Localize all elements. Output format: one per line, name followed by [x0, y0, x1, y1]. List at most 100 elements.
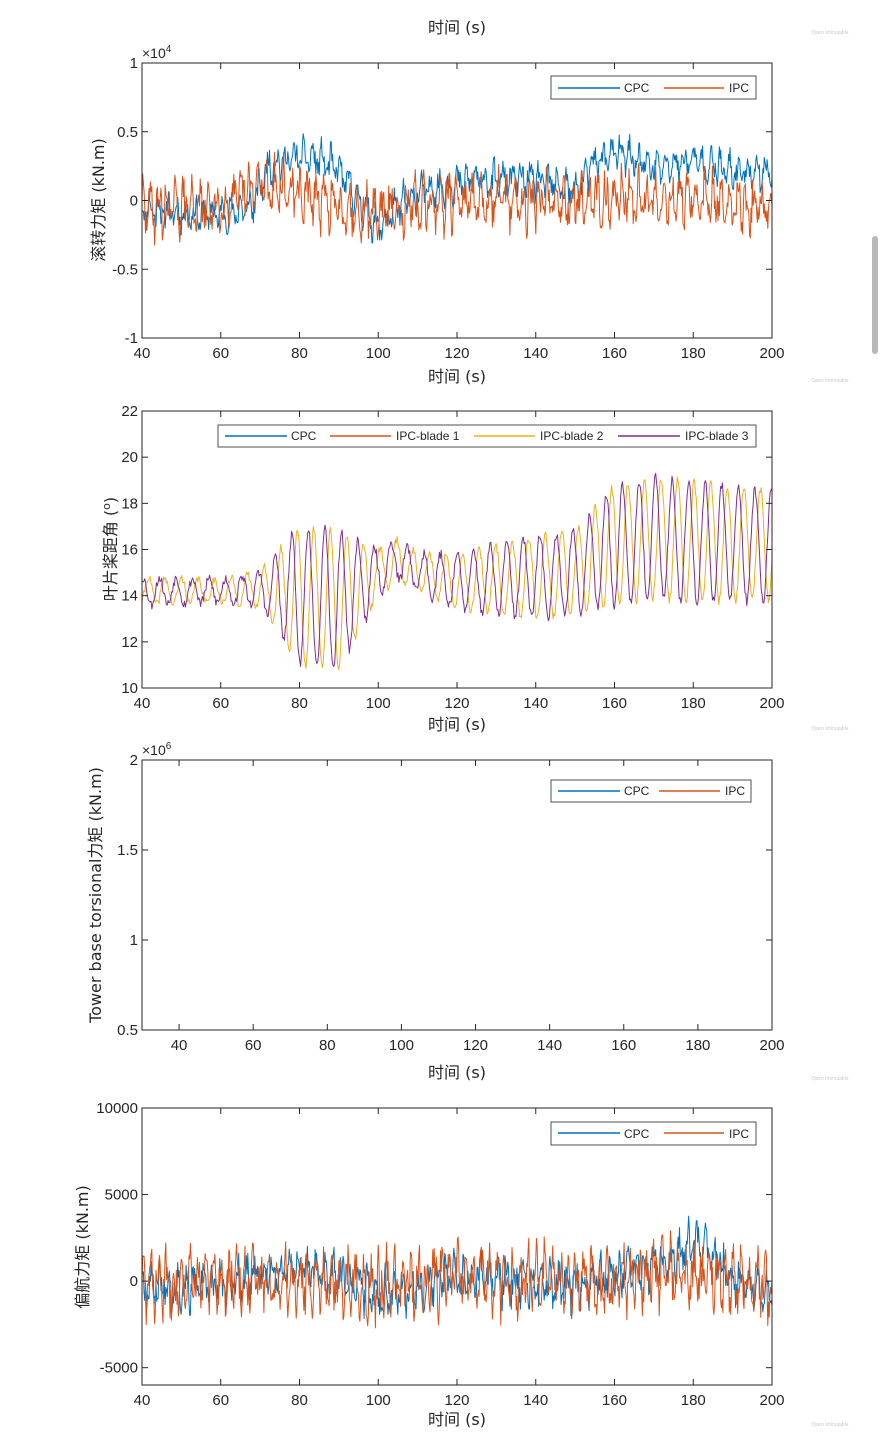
ytick-label-1-3: 16: [121, 542, 138, 559]
blade-pitch-legend[interactable]: CPC IPC-blade 1 IPC-blade 2 IPC-blade 3: [217, 424, 757, 448]
roll-moment-axes-box: [141, 62, 773, 339]
legend-pitch-cpc-label: CPC: [291, 429, 317, 443]
xtick-label-1-7: 180: [681, 695, 706, 712]
xtick-label-2-0: 40: [171, 1037, 188, 1054]
series-line-0-1: [141, 152, 773, 246]
xtick-label-0-4: 120: [444, 345, 469, 362]
xtick-label-3-3: 100: [366, 1392, 391, 1409]
roll-moment-exponent: ×104: [142, 44, 172, 61]
ytick-label-1-1: 12: [121, 634, 138, 651]
subplot-yaw-moment: 40 60 80 100 120 140 160 180 200-50000500010000 …: [73, 1100, 785, 1429]
ytick-label-2-1: 1: [130, 932, 138, 949]
yaw-moment-xlabel: 时间 (s): [428, 1410, 486, 1428]
tower-torsion-exponent: ×106: [142, 741, 172, 758]
xtick-label-0-2: 80: [291, 345, 308, 362]
top-xlabel: 时间 (s): [428, 18, 486, 37]
roll-moment-ticks: 40 60 80 100 120 140 160 180 200 -1 -0.5 0 0.5 1: [112, 55, 784, 362]
xtick-label-0-6: 160: [602, 345, 627, 362]
ytick-label-1-5: 20: [121, 449, 138, 466]
xtick-label-2-6: 160: [611, 1037, 636, 1054]
subplot-blade-pitch: 40 60 80 100 120 140 160 180 200 10 12 14 16 18 20 22 时…: [100, 403, 785, 734]
watermark-4: Open Immutable: [812, 1076, 849, 1082]
legend-yaw-cpc-label: CPC: [624, 1127, 650, 1141]
ytick-label-3-3: 10000: [96, 1100, 138, 1117]
roll-moment-xlabel: 时间 (s): [428, 367, 486, 386]
xtick-label-2-4: 120: [463, 1037, 488, 1054]
yaw-moment-ticks: 40 60 80 100 120 140 160 180 200 -5000 0 5000 10000: [96, 1100, 784, 1409]
xtick-label-3-7: 180: [681, 1392, 706, 1409]
xtick-label-0-7: 180: [681, 345, 706, 362]
series-line-1-2: [141, 476, 773, 671]
xtick-label-1-3: 100: [366, 695, 391, 712]
roll-moment-lines: [141, 133, 773, 246]
ytick-label-1-4: 18: [121, 495, 138, 512]
tower-torsion-legend[interactable]: CPC IPC: [550, 779, 752, 803]
series-line-0-0: [141, 133, 773, 244]
blade-pitch-lines: [141, 472, 773, 671]
legend-tower-ipc-label: IPC: [725, 784, 745, 798]
ytick-label-1-6: 22: [121, 403, 138, 420]
xtick-label-3-1: 60: [212, 1392, 229, 1409]
legend-tower-cpc-label: CPC: [624, 784, 650, 798]
roll-moment-legend-box: [550, 75, 757, 100]
watermark-3: Open Immutable: [812, 726, 849, 732]
tower-torsion-xlabel: 时间 (s): [428, 1063, 486, 1082]
series-line-1-3: [141, 472, 773, 667]
legend-yaw-ipc-label: IPC: [729, 1127, 749, 1141]
legend-blade3-label: IPC-blade 3: [685, 429, 749, 443]
xtick-label-0-0: 40: [134, 345, 151, 362]
blade-pitch-ylabel: 叶片桨距角 (o): [100, 497, 120, 601]
xtick-label-0-5: 140: [523, 345, 548, 362]
roll-moment-legend[interactable]: CPC IPC: [550, 75, 757, 100]
xtick-label-2-2: 80: [319, 1037, 336, 1054]
xtick-label-2-1: 60: [245, 1037, 262, 1054]
page-scrollbar[interactable]: [872, 236, 878, 354]
legend-cpc-label: CPC: [624, 81, 650, 95]
ytick-label-0-0: -1: [125, 330, 138, 347]
legend-blade2-label: IPC-blade 2: [540, 429, 604, 443]
subplot-tower-torsion: 40 60 80 100 120 140 160 180 200 0.5 1 1.5 2 ×106 时间…: [86, 741, 785, 1082]
blade-pitch-ticks: 40 60 80 100 120 140 160 180 200 10 12 14 16 18 20 22: [121, 403, 784, 712]
xtick-label-1-1: 60: [212, 695, 229, 712]
xtick-label-1-4: 120: [444, 695, 469, 712]
xtick-label-3-4: 120: [444, 1392, 469, 1409]
xtick-label-2-3: 100: [389, 1037, 414, 1054]
xtick-label-0-3: 100: [366, 345, 391, 362]
blade-pitch-xlabel: 时间 (s): [428, 715, 486, 734]
xtick-label-1-6: 160: [602, 695, 627, 712]
ytick-label-1-0: 10: [121, 680, 138, 697]
xtick-label-3-2: 80: [291, 1392, 308, 1409]
ytick-label-0-1: -0.5: [112, 261, 138, 278]
ytick-label-0-3: 0.5: [117, 124, 138, 141]
tower-torsion-legend-box: [550, 779, 752, 803]
ytick-label-3-0: -5000: [100, 1360, 138, 1377]
legend-blade1-label: IPC-blade 1: [396, 429, 460, 443]
ytick-label-1-2: 14: [121, 588, 138, 605]
blade-pitch-axes-box: [141, 410, 773, 689]
yaw-moment-ylabel: 偏航力矩 (kN.m): [73, 1185, 92, 1308]
xtick-label-1-2: 80: [291, 695, 308, 712]
xtick-label-1-8: 200: [759, 695, 784, 712]
tower-torsion-axes-box: [141, 759, 773, 1031]
xtick-label-0-8: 200: [759, 345, 784, 362]
watermark-2: Open Immutable: [812, 378, 849, 384]
watermark-5: Open Immutable: [812, 1422, 849, 1428]
xtick-label-1-0: 40: [134, 695, 151, 712]
xtick-label-3-0: 40: [134, 1392, 151, 1409]
ytick-label-3-1: 0: [130, 1273, 138, 1290]
subplot-roll-moment: 40 60 80 100 120 140 160 180 200 -1 -0.5 0 0.5 1 ×104…: [89, 44, 785, 386]
tower-torsion-ylabel: Tower base torsional力矩 (kN.m): [86, 767, 105, 1024]
ytick-label-0-2: 0: [130, 193, 138, 210]
ytick-label-2-0: 0.5: [117, 1022, 138, 1039]
series-line-3-1: [141, 1230, 773, 1329]
xtick-label-3-5: 140: [523, 1392, 548, 1409]
ytick-label-2-2: 1.5: [117, 842, 138, 859]
ytick-label-0-4: 1: [130, 55, 138, 72]
yaw-moment-lines: [141, 1215, 773, 1329]
legend-ipc-label: IPC: [729, 81, 749, 95]
xtick-label-2-8: 200: [759, 1037, 784, 1054]
yaw-moment-legend[interactable]: CPC IPC: [550, 1121, 757, 1146]
roll-moment-ylabel: 滚转力矩 (kN.m): [89, 138, 108, 261]
